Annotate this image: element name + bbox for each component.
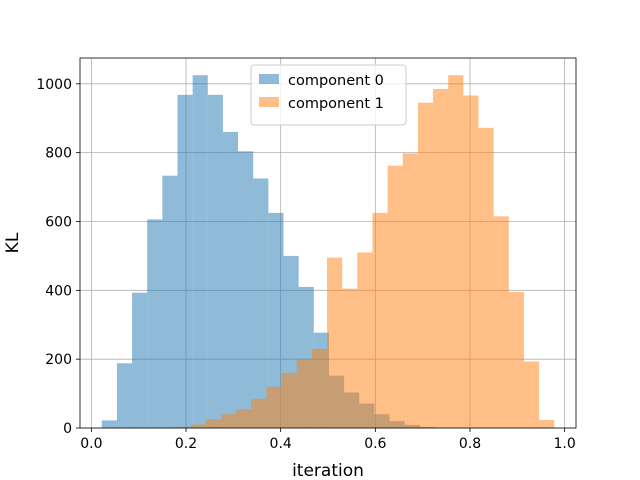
- bar-component-1: [417, 102, 434, 428]
- x-tick-label: 0.4: [270, 436, 292, 452]
- bar-component-1: [190, 424, 206, 428]
- y-tick-label: 800: [45, 146, 72, 162]
- bar-component-0: [238, 151, 254, 428]
- bar-component-0: [268, 212, 284, 428]
- legend: component 0 component 1: [250, 64, 407, 126]
- bar-component-1: [311, 348, 328, 428]
- bar-component-1: [342, 288, 358, 428]
- legend-swatch-component-1: [259, 97, 279, 107]
- y-axis-label: KL: [3, 232, 23, 253]
- x-tick-label: 0.6: [364, 436, 386, 452]
- bar-component-1: [281, 372, 297, 428]
- bar-component-0: [116, 363, 133, 428]
- x-tick-label: 0.8: [459, 436, 481, 452]
- legend-label-component-1: component 1: [288, 96, 384, 112]
- y-tick-label: 400: [45, 283, 72, 299]
- bar-component-0: [177, 94, 193, 428]
- bar-component-1: [433, 88, 449, 428]
- bar-component-1: [493, 216, 509, 428]
- bar-component-0: [147, 219, 163, 428]
- bar-component-0: [162, 175, 178, 428]
- bar-component-1: [463, 95, 479, 428]
- bar-component-0: [222, 132, 239, 428]
- bar-component-0: [253, 178, 269, 428]
- bar-component-1: [478, 127, 494, 429]
- legend-swatch-component-0: [259, 74, 279, 84]
- bar-component-1: [251, 398, 267, 428]
- bar-component-1: [387, 165, 403, 429]
- bar-component-1: [327, 257, 343, 428]
- x-tick-label: 1.0: [554, 436, 576, 452]
- bar-component-1: [372, 212, 388, 428]
- bar-component-1: [205, 419, 222, 428]
- bar-component-1: [402, 153, 418, 428]
- bar-component-1: [296, 359, 312, 428]
- bar-component-1: [266, 386, 282, 428]
- x-axis-ticks: 0.0 0.2 0.4 0.6 0.8 1.0: [80, 428, 576, 452]
- y-tick-label: 200: [45, 352, 72, 368]
- y-tick-label: 0: [63, 421, 72, 437]
- bar-component-1: [357, 252, 373, 428]
- histogram-bars: [101, 75, 555, 429]
- bar-component-1: [539, 420, 555, 428]
- plot-frame: [79, 57, 577, 429]
- bar-component-1: [221, 414, 237, 428]
- bar-component-1: [236, 409, 252, 428]
- legend-label-component-0: component 0: [288, 73, 384, 89]
- y-tick-label: 600: [45, 214, 72, 230]
- x-tick-label: 0.2: [175, 436, 197, 452]
- x-axis-label: iteration: [292, 461, 364, 480]
- bar-component-1: [523, 361, 540, 428]
- bar-component-0: [192, 75, 208, 429]
- bar-component-1: [508, 292, 524, 428]
- y-axis-ticks: 0 200 400 600 800 1000: [36, 77, 80, 437]
- bar-component-1: [175, 426, 191, 428]
- bar-component-0: [101, 420, 117, 428]
- bar-component-0: [132, 292, 148, 428]
- bar-component-1: [448, 75, 464, 429]
- y-tick-label: 1000: [36, 77, 72, 93]
- legend-box: [250, 64, 407, 126]
- x-tick-label: 0.0: [80, 436, 102, 452]
- bar-component-0: [207, 94, 223, 428]
